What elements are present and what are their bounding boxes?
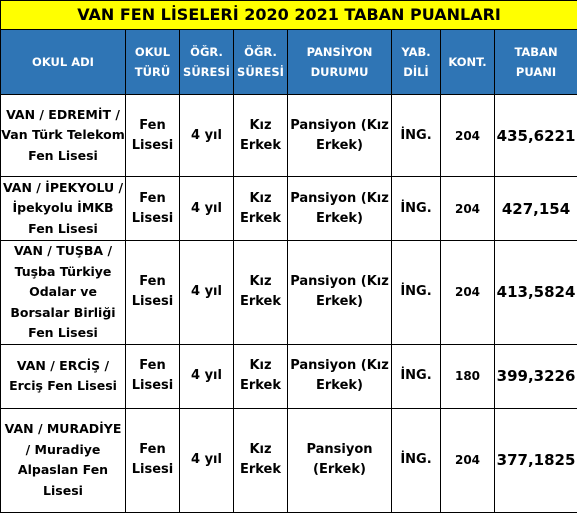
cell-okul-turu: Fen Lisesi	[126, 408, 180, 512]
cell-kont: 204	[441, 241, 495, 345]
cell-okul-adi: VAN / MURADİYE / Muradiye Alpaslan Fen L…	[1, 408, 126, 512]
cell-okul-adi: VAN / EDREMİT / Van Türk Telekom Fen Lis…	[1, 95, 126, 177]
cell-pansiyon: Pansiyon (Kız Erkek)	[288, 177, 392, 241]
header-ogr-suresi: ÖĞR. SÜRESİ	[180, 30, 234, 95]
cell-pansiyon: Pansiyon (Kız Erkek)	[288, 241, 392, 345]
header-yab-dili: YAB. DİLİ	[392, 30, 441, 95]
cell-yab-dili: İNG.	[392, 177, 441, 241]
title-row: VAN FEN LİSELERİ 2020 2021 TABAN PUANLAR…	[1, 1, 577, 30]
cell-pansiyon: Pansiyon (Kız Erkek)	[288, 95, 392, 177]
cell-kont: 204	[441, 177, 495, 241]
cell-pansiyon: Pansiyon (Kız Erkek)	[288, 344, 392, 408]
table-row: VAN / ERCİŞ / Erciş Fen Lisesi Fen Lises…	[1, 344, 577, 408]
table-row: VAN / MURADİYE / Muradiye Alpaslan Fen L…	[1, 408, 577, 512]
header-ogr-suresi-2: ÖĞR. SÜRESİ	[234, 30, 288, 95]
cell-ogr-suresi: 4 yıl	[180, 95, 234, 177]
cell-yab-dili: İNG.	[392, 408, 441, 512]
cell-okul-adi: VAN / İPEKYOLU / İpekyolu İMKB Fen Lises…	[1, 177, 126, 241]
header-row: OKUL ADI OKUL TÜRÜ ÖĞR. SÜRESİ ÖĞR. SÜRE…	[1, 30, 577, 95]
header-taban-puani: TABAN PUANI	[495, 30, 577, 95]
header-okul-adi: OKUL ADI	[1, 30, 126, 95]
cell-taban-puani: 435,6221	[495, 95, 577, 177]
table-row: VAN / İPEKYOLU / İpekyolu İMKB Fen Lises…	[1, 177, 577, 241]
cell-cinsiyet: Kız Erkek	[234, 177, 288, 241]
cell-taban-puani: 427,154	[495, 177, 577, 241]
cell-ogr-suresi: 4 yıl	[180, 408, 234, 512]
cell-kont: 204	[441, 408, 495, 512]
cell-cinsiyet: Kız Erkek	[234, 95, 288, 177]
cell-ogr-suresi: 4 yıl	[180, 177, 234, 241]
cell-ogr-suresi: 4 yıl	[180, 344, 234, 408]
cell-ogr-suresi: 4 yıl	[180, 241, 234, 345]
cell-taban-puani: 413,5824	[495, 241, 577, 345]
cell-kont: 204	[441, 95, 495, 177]
cell-taban-puani: 377,1825	[495, 408, 577, 512]
table-title: VAN FEN LİSELERİ 2020 2021 TABAN PUANLAR…	[1, 1, 577, 30]
cell-okul-adi: VAN / ERCİŞ / Erciş Fen Lisesi	[1, 344, 126, 408]
cell-cinsiyet: Kız Erkek	[234, 408, 288, 512]
header-okul-turu: OKUL TÜRÜ	[126, 30, 180, 95]
cell-cinsiyet: Kız Erkek	[234, 241, 288, 345]
header-kont: KONT.	[441, 30, 495, 95]
cell-pansiyon: Pansiyon (Erkek)	[288, 408, 392, 512]
cell-yab-dili: İNG.	[392, 344, 441, 408]
table-row: VAN / EDREMİT / Van Türk Telekom Fen Lis…	[1, 95, 577, 177]
cell-okul-turu: Fen Lisesi	[126, 344, 180, 408]
cell-okul-adi: VAN / TUŞBA / Tuşba Türkiye Odalar ve Bo…	[1, 241, 126, 345]
cell-cinsiyet: Kız Erkek	[234, 344, 288, 408]
cell-okul-turu: Fen Lisesi	[126, 95, 180, 177]
cell-yab-dili: İNG.	[392, 95, 441, 177]
cell-okul-turu: Fen Lisesi	[126, 177, 180, 241]
cell-taban-puani: 399,3226	[495, 344, 577, 408]
header-pansiyon-durumu: PANSİYON DURUMU	[288, 30, 392, 95]
table-row: VAN / TUŞBA / Tuşba Türkiye Odalar ve Bo…	[1, 241, 577, 345]
cell-kont: 180	[441, 344, 495, 408]
cell-okul-turu: Fen Lisesi	[126, 241, 180, 345]
cell-yab-dili: İNG.	[392, 241, 441, 345]
